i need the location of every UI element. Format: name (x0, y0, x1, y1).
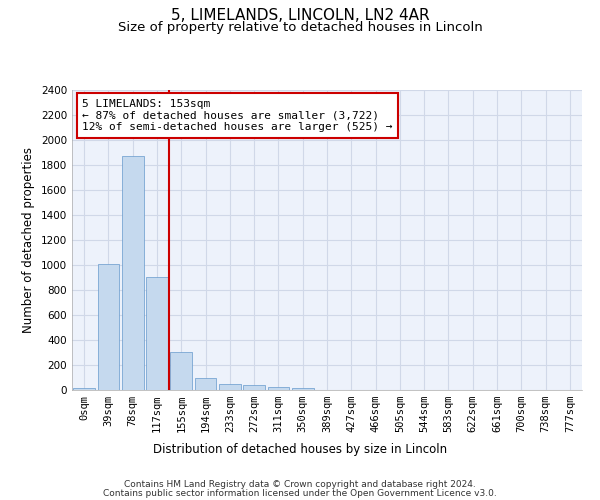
Text: Distribution of detached houses by size in Lincoln: Distribution of detached houses by size … (153, 442, 447, 456)
Bar (243, 385, 265, 390)
Bar (97, 264, 119, 390)
Bar (170, 352, 192, 390)
Text: Contains public sector information licensed under the Open Government Licence v3: Contains public sector information licen… (103, 489, 497, 498)
Bar (268, 386, 289, 390)
Bar (292, 388, 314, 390)
Text: 5 LIMELANDS: 153sqm
← 87% of detached houses are smaller (3,722)
12% of semi-det: 5 LIMELANDS: 153sqm ← 87% of detached ho… (82, 99, 392, 132)
Text: Size of property relative to detached houses in Lincoln: Size of property relative to detached ho… (118, 21, 482, 34)
Text: Contains HM Land Registry data © Crown copyright and database right 2024.: Contains HM Land Registry data © Crown c… (124, 480, 476, 489)
Text: 5, LIMELANDS, LINCOLN, LN2 4AR: 5, LIMELANDS, LINCOLN, LN2 4AR (170, 8, 430, 22)
Y-axis label: Number of detached properties: Number of detached properties (22, 147, 35, 333)
Bar (219, 384, 241, 390)
Bar (194, 378, 217, 390)
Bar (122, 156, 143, 390)
Bar (146, 277, 168, 390)
Bar (73, 388, 95, 390)
